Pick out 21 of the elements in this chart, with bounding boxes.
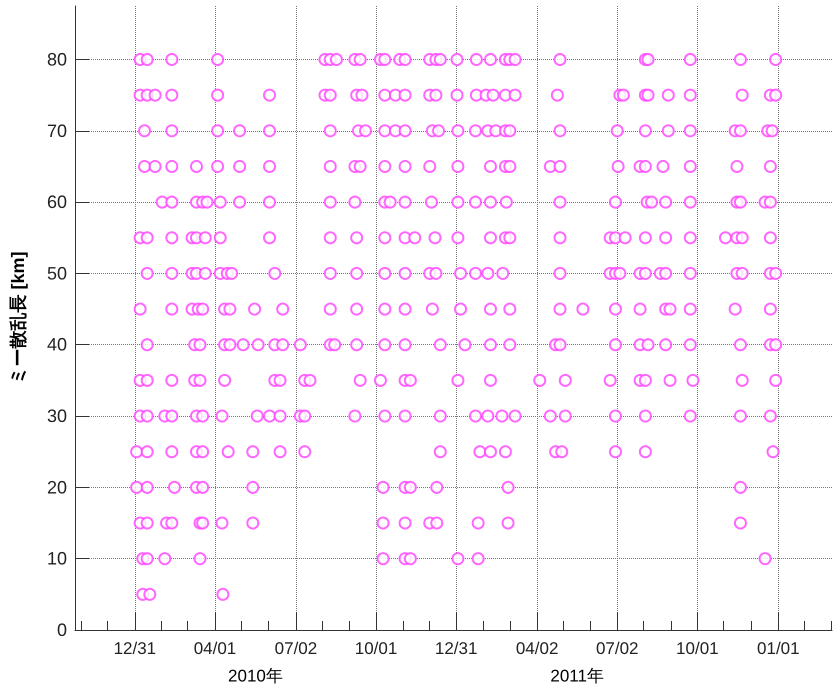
y-tick-label: 40 xyxy=(46,334,67,355)
x-tick-label: 04/01 xyxy=(194,639,236,658)
y-axis-title: ミー散乱長 [km] xyxy=(8,251,28,385)
text: 2011年 xyxy=(550,666,604,686)
x-tick-label: 07/02 xyxy=(274,639,318,658)
x-tick-label: 10/01 xyxy=(676,639,719,658)
y-tick-label: 60 xyxy=(46,192,67,212)
x-tick-label: 10/01 xyxy=(354,639,398,658)
y-tick-label: 30 xyxy=(46,406,67,426)
y-tick-label: 80 xyxy=(46,49,67,70)
y-tick-label: 50 xyxy=(46,263,67,284)
x-tick-label: 04/02 xyxy=(516,639,558,658)
y-tick-label: 70 xyxy=(46,120,67,141)
y-tick-label: 10 xyxy=(46,548,67,569)
x-tick-label: 01/01 xyxy=(757,639,800,658)
x-tick-label: 12/31 xyxy=(114,639,156,658)
y-tick-label: 0 xyxy=(56,620,67,640)
text: 2010年 xyxy=(228,666,283,686)
x-tick-label: 12/31 xyxy=(434,639,478,658)
y-tick-label: 20 xyxy=(46,477,67,498)
x-tick-label: 07/02 xyxy=(596,639,638,658)
